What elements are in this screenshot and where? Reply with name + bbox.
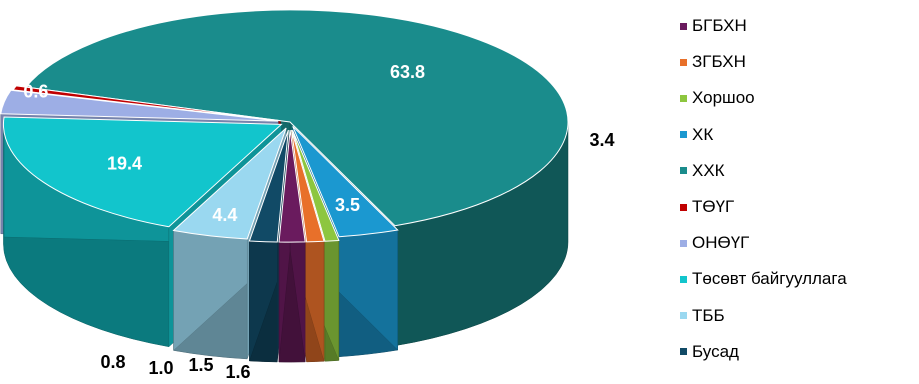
legend-swatch [680, 58, 687, 66]
legend-swatch [680, 131, 687, 139]
legend-swatch [680, 312, 687, 320]
legend-swatch [680, 275, 687, 283]
data-labels: 1.5 1.0 0.8 3.5 63.8 0.6 3.4 19.4 4.4 1.6 [23, 62, 614, 382]
legend-label: ЗГБХН [692, 52, 746, 72]
legend-item: ОНӨҮГ [680, 225, 919, 261]
legend: БГБХН ЗГБХН Хоршоо ХК ХХК ТӨҮГ ОНӨҮГ Төсөвт бай… [680, 8, 919, 370]
legend-item: БГБХН [680, 8, 919, 44]
data-label-6: 3.4 [589, 130, 614, 150]
legend-item: ХХК [680, 153, 919, 189]
slice-9 [248, 129, 289, 243]
slice-0 [278, 130, 306, 243]
legend-swatch [680, 239, 687, 247]
slice-8 [172, 127, 287, 240]
legend-swatch [680, 348, 687, 356]
data-label-9: 1.6 [225, 362, 250, 382]
legend-item: Бусад [680, 334, 919, 370]
legend-swatch [680, 94, 687, 102]
legend-item: ЗГБХН [680, 44, 919, 80]
data-label-0: 1.5 [188, 355, 213, 375]
data-label-3: 3.5 [335, 195, 360, 215]
slice-7 [2, 116, 283, 228]
legend-label: ХК [692, 124, 714, 144]
legend-label: Хоршоо [692, 88, 755, 108]
legend-label: ТӨҮГ [692, 197, 735, 217]
legend-swatch [680, 22, 687, 30]
legend-label: Төсөвт байгууллага [692, 269, 847, 289]
legend-label: БГБХН [692, 16, 747, 36]
legend-swatch [680, 203, 687, 211]
legend-item: Хоршоо [680, 80, 919, 116]
legend-item: ХК [680, 117, 919, 153]
legend-item: Төсөвт байгууллага [680, 261, 919, 297]
data-label-1: 1.0 [148, 358, 173, 378]
legend-label: Бусад [692, 341, 739, 361]
data-label-7: 19.4 [107, 154, 142, 174]
slice-5 [12, 85, 281, 122]
legend-label: ТББ [692, 305, 725, 325]
data-label-4: 63.8 [390, 62, 425, 82]
slice-4 [24, 9, 569, 227]
slice-3 [292, 125, 399, 238]
legend-swatch [680, 167, 687, 175]
legend-label: ХХК [692, 160, 725, 180]
legend-label: ОНӨҮГ [692, 233, 750, 253]
legend-item: ТББ [680, 298, 919, 334]
slice-6 [0, 89, 279, 122]
data-label-8: 4.4 [212, 205, 237, 225]
slice-1 [291, 129, 325, 243]
slice-2 [292, 129, 340, 242]
data-label-2: 0.8 [100, 352, 125, 372]
pie-slices [0, 9, 569, 243]
legend-item: ТӨҮГ [680, 189, 919, 225]
data-label-5: 0.6 [23, 81, 48, 101]
